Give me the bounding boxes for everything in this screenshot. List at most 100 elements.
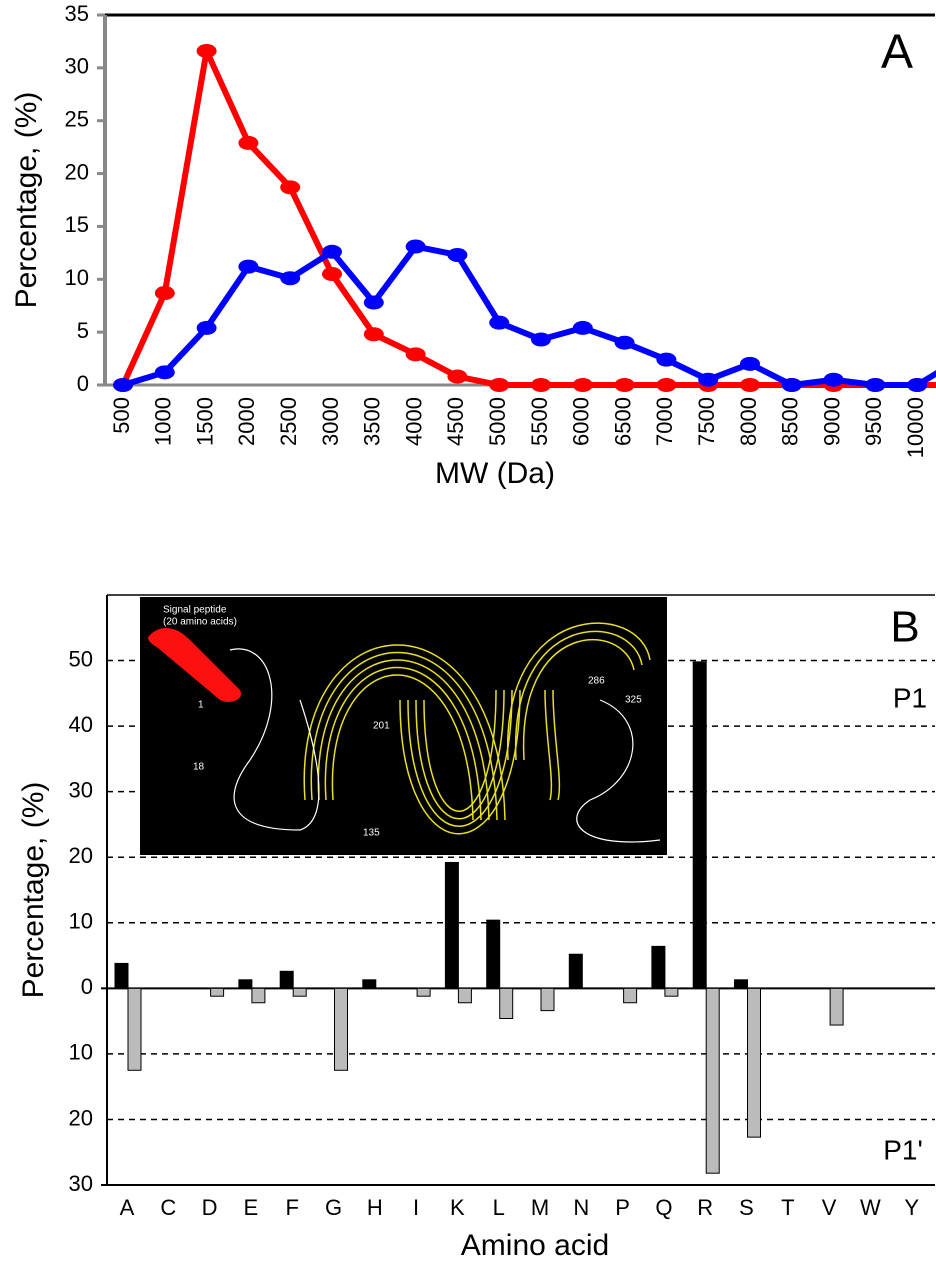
chain <box>229 648 320 831</box>
x-tick-label: C <box>160 1195 176 1220</box>
strand <box>522 638 635 761</box>
x-tick-label: R <box>697 1195 713 1220</box>
x-tick-label: Q <box>655 1195 672 1220</box>
y-tick-label: 10 <box>69 1040 93 1065</box>
bar <box>251 987 266 1004</box>
signal-peptide <box>148 628 241 702</box>
bar <box>457 987 472 1004</box>
y-tick-label: 50 <box>69 646 93 671</box>
strand <box>303 644 506 821</box>
x-tick-label: 2500 <box>276 397 301 446</box>
point <box>363 295 384 310</box>
inset-text: (20 amino acids) <box>163 617 237 628</box>
y-tick-label: 20 <box>65 159 89 184</box>
x-tick-label: P <box>615 1195 630 1220</box>
y-tick-label: 0 <box>77 371 89 396</box>
panel-label: A <box>881 26 913 79</box>
strand <box>507 622 651 761</box>
y-tick-label: 35 <box>65 1 89 26</box>
point <box>823 372 844 387</box>
x-tick-label: 9500 <box>861 397 886 446</box>
backbone <box>229 648 661 843</box>
point <box>447 247 468 262</box>
bar <box>279 970 294 989</box>
x-tick-label: 4000 <box>401 397 426 446</box>
y-tick-label: 30 <box>69 777 93 802</box>
x-tick-label: L <box>493 1195 505 1220</box>
x-tick-label: 3000 <box>318 397 343 446</box>
inset-text: Signal peptide <box>163 605 227 616</box>
point <box>196 43 217 58</box>
y-tick-label: 40 <box>69 712 93 737</box>
y-tick-label: 20 <box>69 1105 93 1130</box>
x-tick-label: M <box>531 1195 549 1220</box>
point <box>154 365 175 380</box>
point <box>740 378 760 392</box>
bar <box>651 945 666 989</box>
bar <box>114 962 129 989</box>
x-tick-label: 500 <box>109 397 134 434</box>
bar <box>623 987 638 1004</box>
bar <box>747 987 761 1138</box>
chain <box>576 699 661 843</box>
point <box>531 332 551 347</box>
x-tick-label: V <box>822 1195 837 1220</box>
point <box>531 378 551 392</box>
point <box>614 378 635 392</box>
point <box>322 244 342 259</box>
point <box>865 378 886 392</box>
strand <box>331 674 474 821</box>
bar <box>444 861 459 989</box>
x-tick-label: S <box>739 1195 754 1220</box>
x-tick-label: A <box>120 1195 135 1220</box>
y-tick-label: 5 <box>77 318 89 343</box>
bar <box>705 987 720 1174</box>
bar <box>499 987 514 1019</box>
x-tick-label: 8000 <box>736 397 761 446</box>
x-tick-label: 7500 <box>694 397 719 446</box>
helix-strands <box>303 622 651 835</box>
point <box>656 378 677 392</box>
x-tick-label: 8500 <box>778 397 803 446</box>
y-tick-label: 15 <box>65 212 89 237</box>
x-tick-label: T <box>781 1195 794 1220</box>
x-tick-label: 4500 <box>443 397 468 446</box>
point <box>740 356 760 371</box>
strand <box>544 689 553 801</box>
inset-text: 286 <box>588 676 605 687</box>
x-axis-label: Amino acid <box>461 1229 609 1262</box>
x-tick-label: 10000 <box>903 397 928 458</box>
x-tick-label: N <box>573 1195 589 1220</box>
bar <box>486 919 501 989</box>
strand <box>399 689 521 835</box>
x-tick-label: 2000 <box>234 397 259 446</box>
point <box>698 372 719 387</box>
strand <box>515 630 643 761</box>
x-tick-label: 5500 <box>527 397 552 446</box>
point <box>405 239 426 254</box>
inset-text: 135 <box>363 828 380 839</box>
point <box>363 327 384 342</box>
y-tick-label: 30 <box>69 1171 93 1196</box>
inset-text: 201 <box>373 721 390 732</box>
x-axis-label: MW (Da) <box>435 457 555 490</box>
strand <box>552 689 561 801</box>
inset-text: 325 <box>625 695 642 706</box>
x-tick-label: D <box>202 1195 218 1220</box>
strand <box>407 689 513 827</box>
point <box>280 180 301 195</box>
bar <box>362 979 377 989</box>
y-tick-label: 25 <box>65 107 89 132</box>
point <box>113 378 133 392</box>
point <box>907 378 928 392</box>
x-tick-label: 6000 <box>569 397 594 446</box>
point <box>489 315 510 330</box>
point <box>405 347 426 362</box>
bar <box>540 987 555 1012</box>
x-tick-label: 5000 <box>485 397 510 446</box>
point <box>154 286 175 301</box>
x-tick-label: 6500 <box>610 397 635 446</box>
point <box>238 259 259 274</box>
bar <box>692 661 707 989</box>
